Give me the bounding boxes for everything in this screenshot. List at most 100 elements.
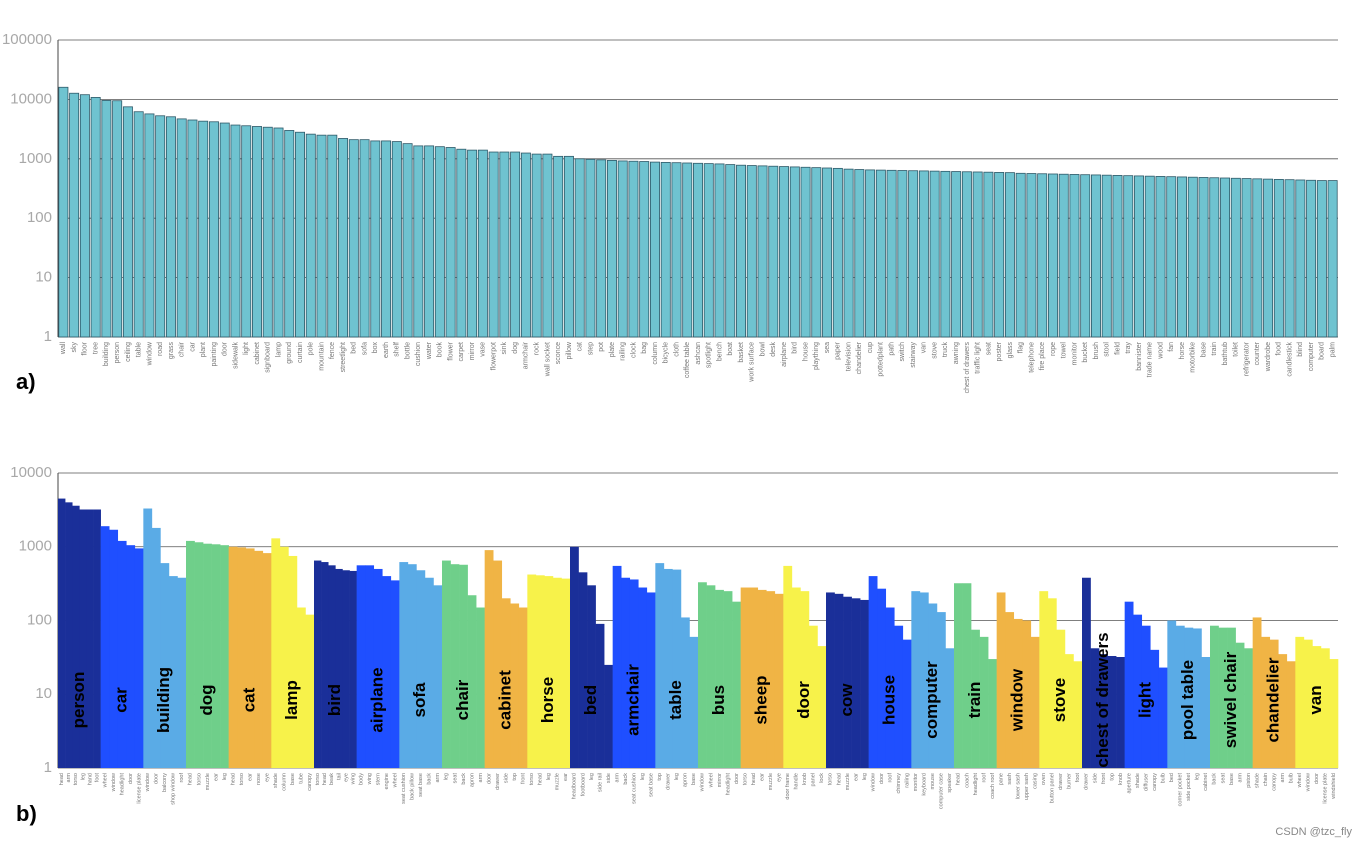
bar: [811, 167, 822, 338]
x-tick-label: cloth: [673, 342, 680, 357]
bar: [606, 159, 617, 338]
x-tick-label: tray: [1125, 342, 1132, 354]
x-tick-label: arm: [1280, 773, 1286, 783]
bar: [843, 596, 852, 768]
bar: [604, 664, 613, 768]
bar: [535, 575, 545, 768]
bar: [328, 565, 336, 768]
x-tick-label: balcony: [162, 773, 168, 792]
bar: [72, 505, 80, 768]
x-tick-label: pole: [308, 342, 315, 355]
x-tick-label: wheel: [102, 773, 108, 788]
bar: [316, 134, 327, 338]
x-tick-label: handle: [794, 773, 800, 790]
x-tick-label: cat: [577, 342, 584, 351]
x-tick-label: oven: [1041, 773, 1047, 785]
x-tick-label: lamp: [275, 342, 282, 357]
bar: [979, 636, 989, 768]
x-tick-label: trade name: [1147, 342, 1154, 378]
panel-label: a): [16, 369, 36, 394]
bar: [885, 607, 895, 768]
x-tick-label: boat: [727, 342, 734, 356]
x-tick-label: curtain: [297, 342, 304, 363]
x-tick-label: torso: [742, 773, 748, 785]
bar: [220, 545, 229, 768]
bar: [356, 565, 366, 768]
x-tick-label: arm: [614, 773, 620, 783]
group-label: dog: [197, 684, 216, 715]
x-tick-label: wheel: [708, 773, 714, 788]
object-group: torso head ear muzzle eye sheep: [740, 587, 784, 790]
bar: [1306, 179, 1317, 338]
bar: [574, 158, 585, 338]
x-tick-label: tree: [92, 342, 99, 354]
x-tick-label: window: [870, 773, 876, 792]
bar: [757, 165, 768, 338]
bar: [433, 585, 443, 768]
x-tick-label: box: [372, 342, 379, 354]
group-label: sofa: [410, 682, 429, 718]
x-tick-label: pot: [598, 342, 605, 352]
x-tick-label: arm: [435, 773, 441, 783]
bar: [1112, 175, 1123, 338]
x-tick-label: bannister: [1136, 341, 1143, 370]
bar: [1312, 646, 1322, 768]
x-tick-label: water: [426, 341, 433, 360]
bar: [445, 147, 456, 338]
group-label: bed: [581, 685, 600, 715]
bar: [936, 612, 946, 768]
x-tick-label: towel: [1061, 342, 1068, 359]
bar: [1230, 177, 1241, 338]
x-tick-label: ear: [247, 773, 253, 781]
bar: [834, 593, 844, 768]
bar: [868, 576, 878, 768]
bar: [639, 161, 650, 338]
x-tick-label: brush: [1093, 342, 1100, 360]
x-tick-label: headlight: [725, 773, 731, 796]
bar: [553, 155, 564, 338]
bar: [1158, 667, 1168, 768]
x-tick-label: clock: [630, 342, 637, 358]
bar: [1155, 176, 1166, 338]
x-tick-label: train: [1211, 342, 1218, 356]
group-label: lamp: [282, 680, 301, 720]
bar: [918, 170, 929, 338]
bar: [1210, 625, 1219, 768]
bar: [703, 163, 714, 338]
x-tick-label: bed: [1169, 773, 1175, 782]
y-tick-label: 10: [35, 269, 52, 286]
bar: [822, 167, 833, 338]
group-label: armchair: [623, 664, 642, 736]
x-tick-label: arm: [478, 773, 484, 783]
x-tick-label: wall socket: [544, 342, 551, 377]
x-tick-label: engine: [384, 773, 390, 790]
group-label: window: [1007, 668, 1026, 732]
panel-label: b): [16, 801, 37, 826]
bar: [373, 568, 383, 768]
x-tick-label: earth: [383, 342, 390, 358]
bar: [230, 124, 241, 338]
x-tick-label: light: [243, 342, 250, 355]
object-group: back seat base arm piston swivel chair: [1210, 625, 1253, 788]
x-tick-label: monitor: [913, 773, 919, 792]
x-tick-label: casing: [1033, 773, 1039, 789]
bar: [951, 171, 962, 338]
bar: [757, 589, 767, 768]
x-tick-label: back: [1212, 773, 1218, 785]
y-tick-label: 10: [35, 685, 52, 702]
bar: [766, 591, 776, 768]
x-tick-label: back: [623, 773, 629, 785]
x-tick-label: drawer: [1058, 773, 1064, 790]
x-tick-label: base: [691, 773, 697, 785]
x-tick-label: flowerpot: [490, 342, 497, 370]
x-tick-label: column: [282, 773, 288, 791]
x-tick-label: pillow: [566, 341, 573, 359]
bar: [143, 508, 153, 768]
x-tick-label: ground: [286, 342, 293, 364]
x-tick-label: eye: [265, 773, 271, 782]
x-tick-label: eye: [777, 773, 783, 782]
bar: [1099, 654, 1108, 768]
bar: [476, 607, 485, 768]
x-tick-label: vase: [480, 342, 487, 357]
x-tick-label: airplane: [781, 342, 788, 367]
